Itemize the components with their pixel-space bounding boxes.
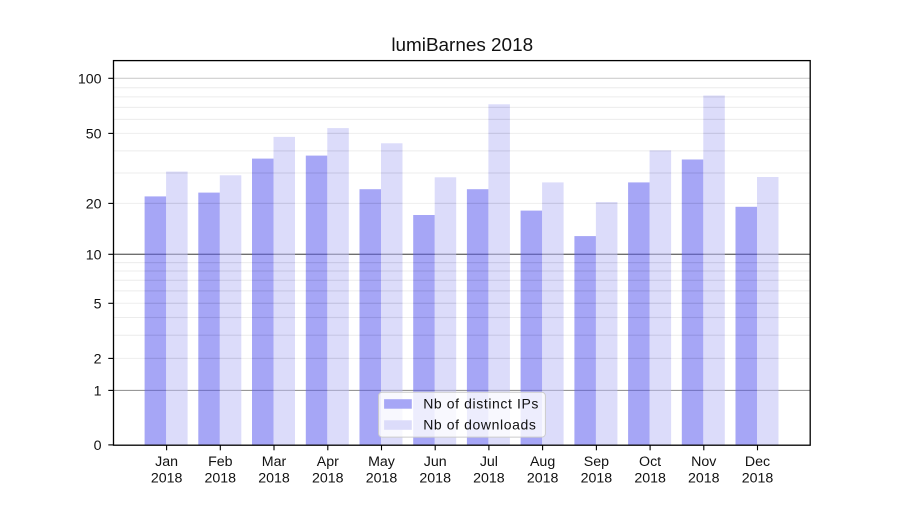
svg-text:0: 0 xyxy=(94,438,102,454)
svg-text:1: 1 xyxy=(94,384,102,400)
svg-text:May: May xyxy=(368,454,396,470)
svg-text:Aug: Aug xyxy=(530,454,555,470)
svg-text:Jul: Jul xyxy=(480,454,498,470)
svg-text:Sep: Sep xyxy=(584,454,609,470)
svg-text:Feb: Feb xyxy=(208,454,233,470)
svg-text:2018: 2018 xyxy=(527,470,559,486)
svg-text:Nb of distinct IPs: Nb of distinct IPs xyxy=(423,395,539,411)
svg-text:2018: 2018 xyxy=(366,470,398,486)
svg-text:2018: 2018 xyxy=(419,470,451,486)
svg-text:lumiBarnes 2018: lumiBarnes 2018 xyxy=(391,35,533,56)
svg-text:Jan: Jan xyxy=(155,454,178,470)
svg-text:50: 50 xyxy=(86,127,102,143)
svg-text:2018: 2018 xyxy=(312,470,344,486)
svg-text:2: 2 xyxy=(94,352,102,368)
svg-text:2018: 2018 xyxy=(688,470,720,486)
svg-text:5: 5 xyxy=(94,297,102,313)
svg-text:2018: 2018 xyxy=(634,470,666,486)
svg-text:Nov: Nov xyxy=(691,454,717,470)
svg-text:Mar: Mar xyxy=(262,454,287,470)
svg-text:2018: 2018 xyxy=(473,470,505,486)
svg-text:2018: 2018 xyxy=(151,470,183,486)
svg-text:2018: 2018 xyxy=(258,470,290,486)
svg-text:2018: 2018 xyxy=(742,470,774,486)
svg-text:10: 10 xyxy=(86,248,102,264)
svg-text:Dec: Dec xyxy=(745,454,770,470)
svg-text:Nb of downloads: Nb of downloads xyxy=(423,417,536,433)
svg-text:2018: 2018 xyxy=(205,470,237,486)
svg-text:100: 100 xyxy=(78,72,102,88)
svg-text:2018: 2018 xyxy=(581,470,613,486)
svg-text:20: 20 xyxy=(86,197,102,213)
svg-text:Oct: Oct xyxy=(639,454,661,470)
svg-text:Jun: Jun xyxy=(424,454,447,470)
svg-text:Apr: Apr xyxy=(317,454,339,470)
